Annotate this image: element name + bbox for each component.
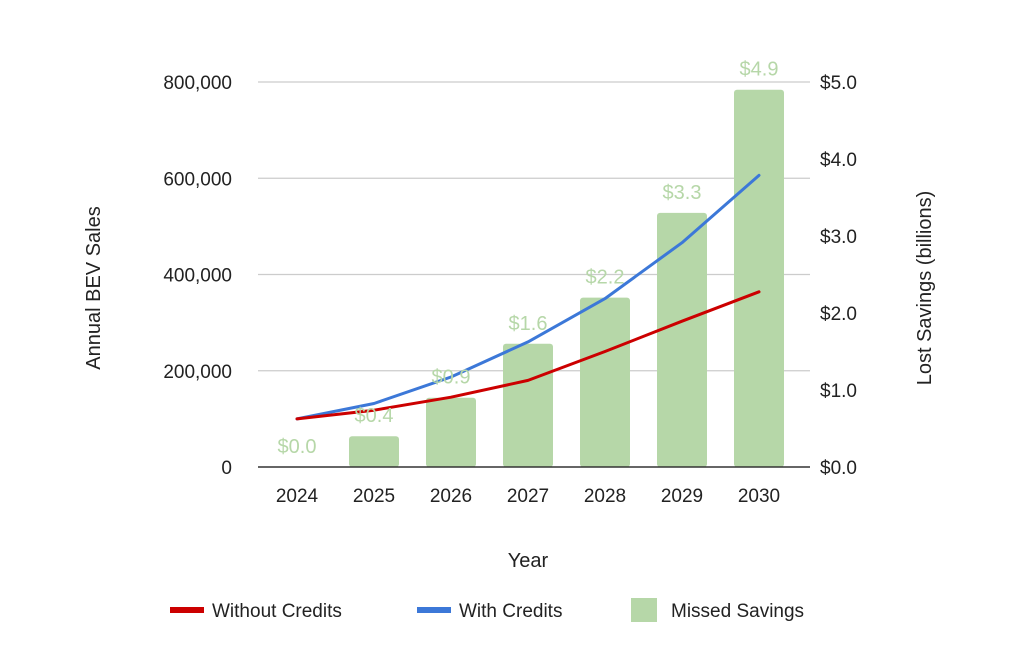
- legend-swatch: [170, 607, 204, 613]
- y-tick-label-right: $4.0: [820, 150, 857, 171]
- legend-label: Without Credits: [212, 601, 342, 622]
- x-tick-label: 2024: [276, 486, 319, 507]
- lines: [295, 173, 761, 421]
- bars: [349, 89, 784, 467]
- x-tick-label: 2025: [353, 486, 395, 507]
- bar: [657, 212, 707, 467]
- y-tick-label-right: $1.0: [820, 381, 857, 402]
- bar: [503, 343, 553, 467]
- legend-swatch: [417, 607, 451, 613]
- y-tick-label-right: $2.0: [820, 304, 857, 325]
- series-line: [295, 290, 761, 421]
- bar-data-label: $1.6: [509, 313, 548, 335]
- series-line: [295, 173, 761, 421]
- axes: 0 200,000 400,000 600,000 800,000 $0.0 $1.0 $2.…: [163, 73, 857, 507]
- bar-data-label: $3.3: [663, 182, 702, 204]
- x-tick-label: 2030: [738, 486, 780, 507]
- y-tick-label-left: 800,000: [163, 73, 232, 94]
- x-tick-label: 2027: [507, 486, 549, 507]
- y-axis-title-right: Lost Savings (billions): [914, 191, 936, 386]
- bar: [349, 436, 399, 467]
- y-tick-label-right: $5.0: [820, 73, 857, 94]
- bar: [734, 89, 784, 467]
- y-tick-label-right: $0.0: [820, 458, 857, 479]
- x-tick-label: 2026: [430, 486, 472, 507]
- x-axis-title: Year: [508, 550, 549, 572]
- y-axis-title-left: Annual BEV Sales: [83, 206, 105, 369]
- x-tick-label: 2028: [584, 486, 626, 507]
- y-tick-label-left: 200,000: [163, 362, 232, 383]
- legend-label: With Credits: [459, 601, 562, 622]
- legend-swatch: [631, 598, 657, 622]
- bar-data-label: $0.0: [278, 436, 317, 458]
- data-labels: $0.0 $0.4 $0.9 $1.6 $2.2 $3.3 $4.9: [278, 59, 779, 458]
- bar-data-label: $0.9: [432, 367, 471, 389]
- bar: [426, 397, 476, 467]
- bar-data-label: $0.4: [355, 405, 394, 427]
- y-tick-label-left: 0: [221, 458, 232, 479]
- legend-label: Missed Savings: [671, 601, 804, 622]
- x-tick-label: 2029: [661, 486, 703, 507]
- bar-data-label: $4.9: [740, 59, 779, 81]
- legend: Without Credits With Credits Missed Saving…: [170, 598, 804, 622]
- bar-data-label: $2.2: [586, 267, 625, 289]
- y-tick-label-right: $3.0: [820, 227, 857, 248]
- y-tick-label-left: 400,000: [163, 266, 232, 287]
- y-tick-label-left: 600,000: [163, 169, 232, 190]
- bar: [580, 297, 630, 467]
